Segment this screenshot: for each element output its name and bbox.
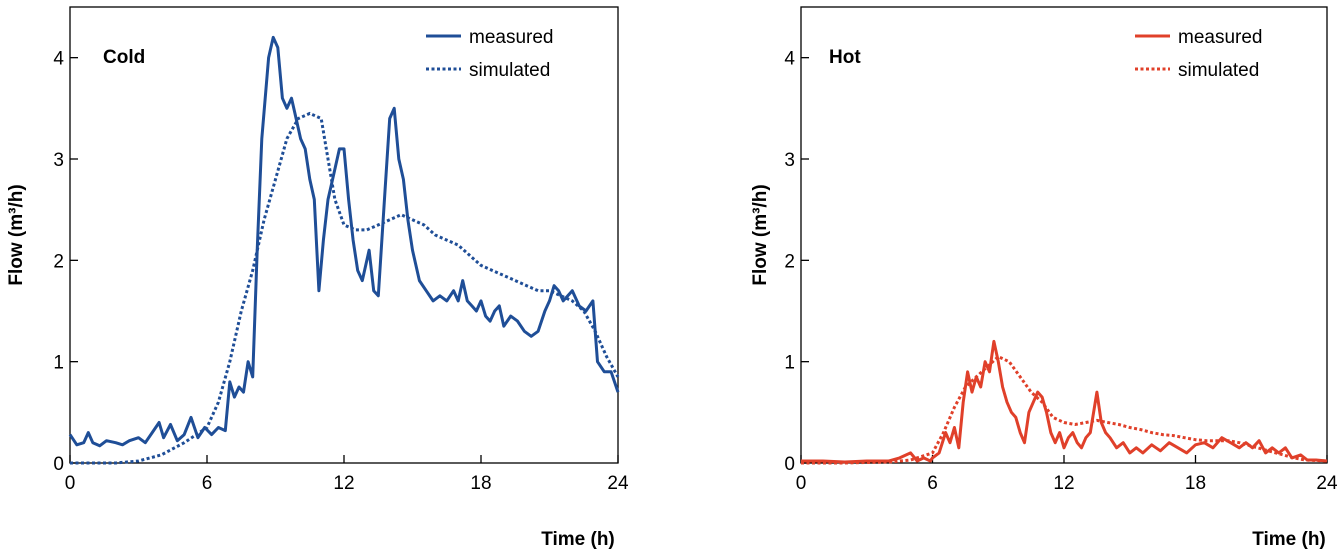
hot-y-axis-title: Flow (m³/h) xyxy=(750,184,771,285)
hot-x-tick-label: 6 xyxy=(927,473,938,494)
hot-x-tick-label: 24 xyxy=(1316,473,1338,494)
hot-y-tick-label: 0 xyxy=(784,454,795,475)
cold-y-tick-label: 0 xyxy=(53,454,64,475)
cold-simulated-line xyxy=(70,111,620,465)
cold-x-tick-label: 12 xyxy=(333,473,354,494)
hot-panel-label: Hot xyxy=(829,47,861,68)
cold-y-tick-label: 4 xyxy=(53,49,64,70)
cold-legend-label-measured: measured xyxy=(469,27,554,48)
hot-simulated-line xyxy=(801,355,1328,465)
hot-x-tick-label: 18 xyxy=(1185,473,1206,494)
hot-y-tick-label: 1 xyxy=(784,353,795,374)
hot-measured-line xyxy=(801,339,1328,464)
cold-panel-label: Cold xyxy=(103,47,145,68)
hot-legend-label-simulated: simulated xyxy=(1178,60,1259,81)
cold-y-tick-label: 3 xyxy=(53,150,64,171)
hot-y-tick-label: 3 xyxy=(784,150,795,171)
cold-x-tick-label: 24 xyxy=(607,473,629,494)
cold-x-tick-label: 0 xyxy=(65,473,76,494)
cold-measured-line xyxy=(68,35,620,448)
cold-y-tick-label: 2 xyxy=(53,251,64,272)
cold-x-tick-label: 6 xyxy=(202,473,213,494)
cold-legend-label-simulated: simulated xyxy=(469,60,550,81)
hot-legend-label-measured: measured xyxy=(1178,27,1263,48)
hot-y-tick-label: 4 xyxy=(784,49,795,70)
cold-x-axis-title: Time (h) xyxy=(541,529,615,550)
cold-y-tick-label: 1 xyxy=(53,353,64,374)
cold-y-axis-title: Flow (m³/h) xyxy=(6,184,27,285)
cold-x-tick-label: 18 xyxy=(470,473,491,494)
hot-y-tick-label: 2 xyxy=(784,251,795,272)
hot-x-tick-label: 12 xyxy=(1053,473,1074,494)
hot-x-tick-label: 0 xyxy=(796,473,807,494)
hot-x-axis-title: Time (h) xyxy=(1252,529,1326,550)
